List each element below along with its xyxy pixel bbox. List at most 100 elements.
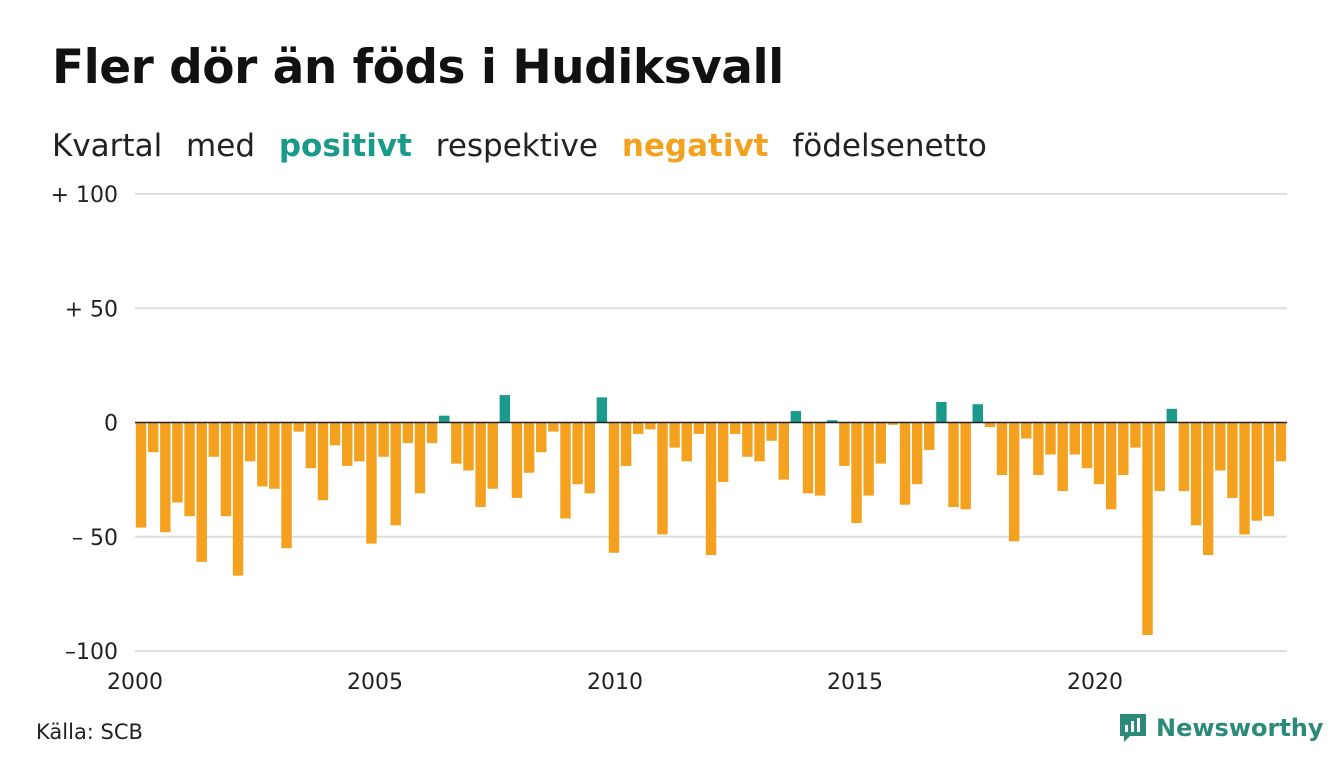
- bar-positive: [972, 404, 983, 423]
- bar-negative: [244, 422, 256, 462]
- bar-negative: [281, 422, 292, 549]
- bar-negative: [584, 422, 595, 494]
- bar-negative: [208, 422, 220, 457]
- bar-negative: [414, 422, 426, 494]
- bar-negative: [451, 422, 462, 464]
- bar-negative: [487, 422, 498, 489]
- bar-negative: [633, 422, 644, 434]
- bar-negative: [875, 422, 886, 464]
- bar-negative: [1275, 422, 1287, 462]
- bar-negative: [1081, 422, 1093, 469]
- bar-negative: [839, 422, 850, 466]
- bar-negative: [1093, 422, 1105, 485]
- x-tick-label: 2020: [1067, 670, 1123, 695]
- bar-negative: [160, 422, 171, 533]
- bar-negative: [269, 422, 280, 489]
- bar-negative: [390, 422, 401, 526]
- bar-negative: [1142, 422, 1153, 635]
- bar-negative: [960, 422, 971, 510]
- bar-negative: [1263, 422, 1275, 517]
- bar-negative: [135, 422, 147, 528]
- x-tick-label: 2015: [827, 670, 883, 695]
- bar-negative: [1227, 422, 1238, 498]
- bar-negative: [1202, 422, 1214, 556]
- bar-negative: [608, 422, 620, 553]
- bar-negative: [1021, 422, 1032, 439]
- bar-negative: [693, 422, 705, 434]
- subtitle-word-med: med: [186, 128, 255, 164]
- bar-negative: [814, 422, 826, 496]
- bar-negative: [863, 422, 874, 496]
- bar-negative: [196, 422, 207, 562]
- bar-negative: [899, 422, 911, 505]
- y-tick-label: –100: [65, 640, 118, 665]
- bar-negative: [220, 422, 232, 517]
- bar-negative: [523, 422, 535, 473]
- bar-negative: [851, 422, 862, 524]
- bar-negative: [402, 422, 414, 444]
- bar-negative: [366, 422, 377, 544]
- bar-negative: [317, 422, 329, 501]
- y-tick-label: – 50: [72, 526, 118, 551]
- bar-negative: [948, 422, 959, 508]
- chart-title: Fler dör än föds i Hudiksvall: [52, 40, 784, 95]
- bar-negative: [147, 422, 159, 453]
- bar-negative: [463, 422, 474, 471]
- bar-negative: [1057, 422, 1068, 492]
- bar-negative: [1251, 422, 1262, 521]
- bar-negative: [778, 422, 789, 480]
- bar-positive: [499, 395, 511, 423]
- bar-negative: [730, 422, 741, 434]
- bar-negative: [754, 422, 765, 462]
- subtitle-word-fodelsenetto: födelsenetto: [792, 128, 987, 164]
- subtitle-negative-word: negativt: [621, 128, 769, 164]
- bar-positive: [439, 415, 450, 423]
- bar-negative: [1105, 422, 1117, 510]
- bar-negative: [1239, 422, 1250, 535]
- subtitle-word-kvartal: Kvartal: [52, 128, 163, 164]
- bar-negative: [475, 422, 486, 508]
- bar-negative: [572, 422, 583, 485]
- bar-negative: [669, 422, 680, 448]
- bar-negative: [620, 422, 632, 466]
- bar-negative: [911, 422, 923, 485]
- x-tick-label: 2000: [107, 670, 163, 695]
- bar-negative: [354, 422, 365, 462]
- bar-negative: [924, 422, 935, 450]
- y-tick-label: 0: [104, 412, 118, 437]
- bar-negative: [293, 422, 304, 432]
- bar-positive: [1166, 408, 1178, 423]
- bar-negative: [1045, 422, 1056, 455]
- bar-negative: [1069, 422, 1081, 455]
- bar-negative: [802, 422, 814, 494]
- bar-negative: [511, 422, 523, 498]
- y-tick-label: + 100: [51, 183, 118, 208]
- y-tick-label: + 50: [65, 297, 118, 322]
- bar-negative: [172, 422, 183, 503]
- bar-negative: [1008, 422, 1020, 542]
- subtitle-positive-word: positivt: [278, 128, 412, 164]
- bar-negative: [560, 422, 571, 519]
- bar-negative: [1033, 422, 1044, 476]
- bar-negative: [536, 422, 547, 453]
- bar-positive: [827, 420, 838, 423]
- bar-negative: [996, 422, 1008, 476]
- x-tick-label: 2010: [587, 670, 643, 695]
- bar-negative: [1154, 422, 1165, 492]
- source-note: Källa: SCB: [36, 720, 143, 744]
- bar-negative: [717, 422, 729, 482]
- bar-negative: [742, 422, 753, 457]
- bar-negative: [984, 422, 996, 428]
- bar-negative: [681, 422, 692, 462]
- bar-negative: [887, 422, 899, 425]
- bar-negative: [184, 422, 195, 517]
- bar-negative: [548, 422, 559, 432]
- bar-negative: [766, 422, 777, 441]
- bar-positive: [936, 401, 947, 423]
- bar-negative: [645, 422, 656, 430]
- brand: Newsworthy: [1118, 712, 1324, 744]
- subtitle-word-respektive: respektive: [435, 128, 598, 164]
- bar-negative: [378, 422, 389, 457]
- bar-negative: [1215, 422, 1226, 471]
